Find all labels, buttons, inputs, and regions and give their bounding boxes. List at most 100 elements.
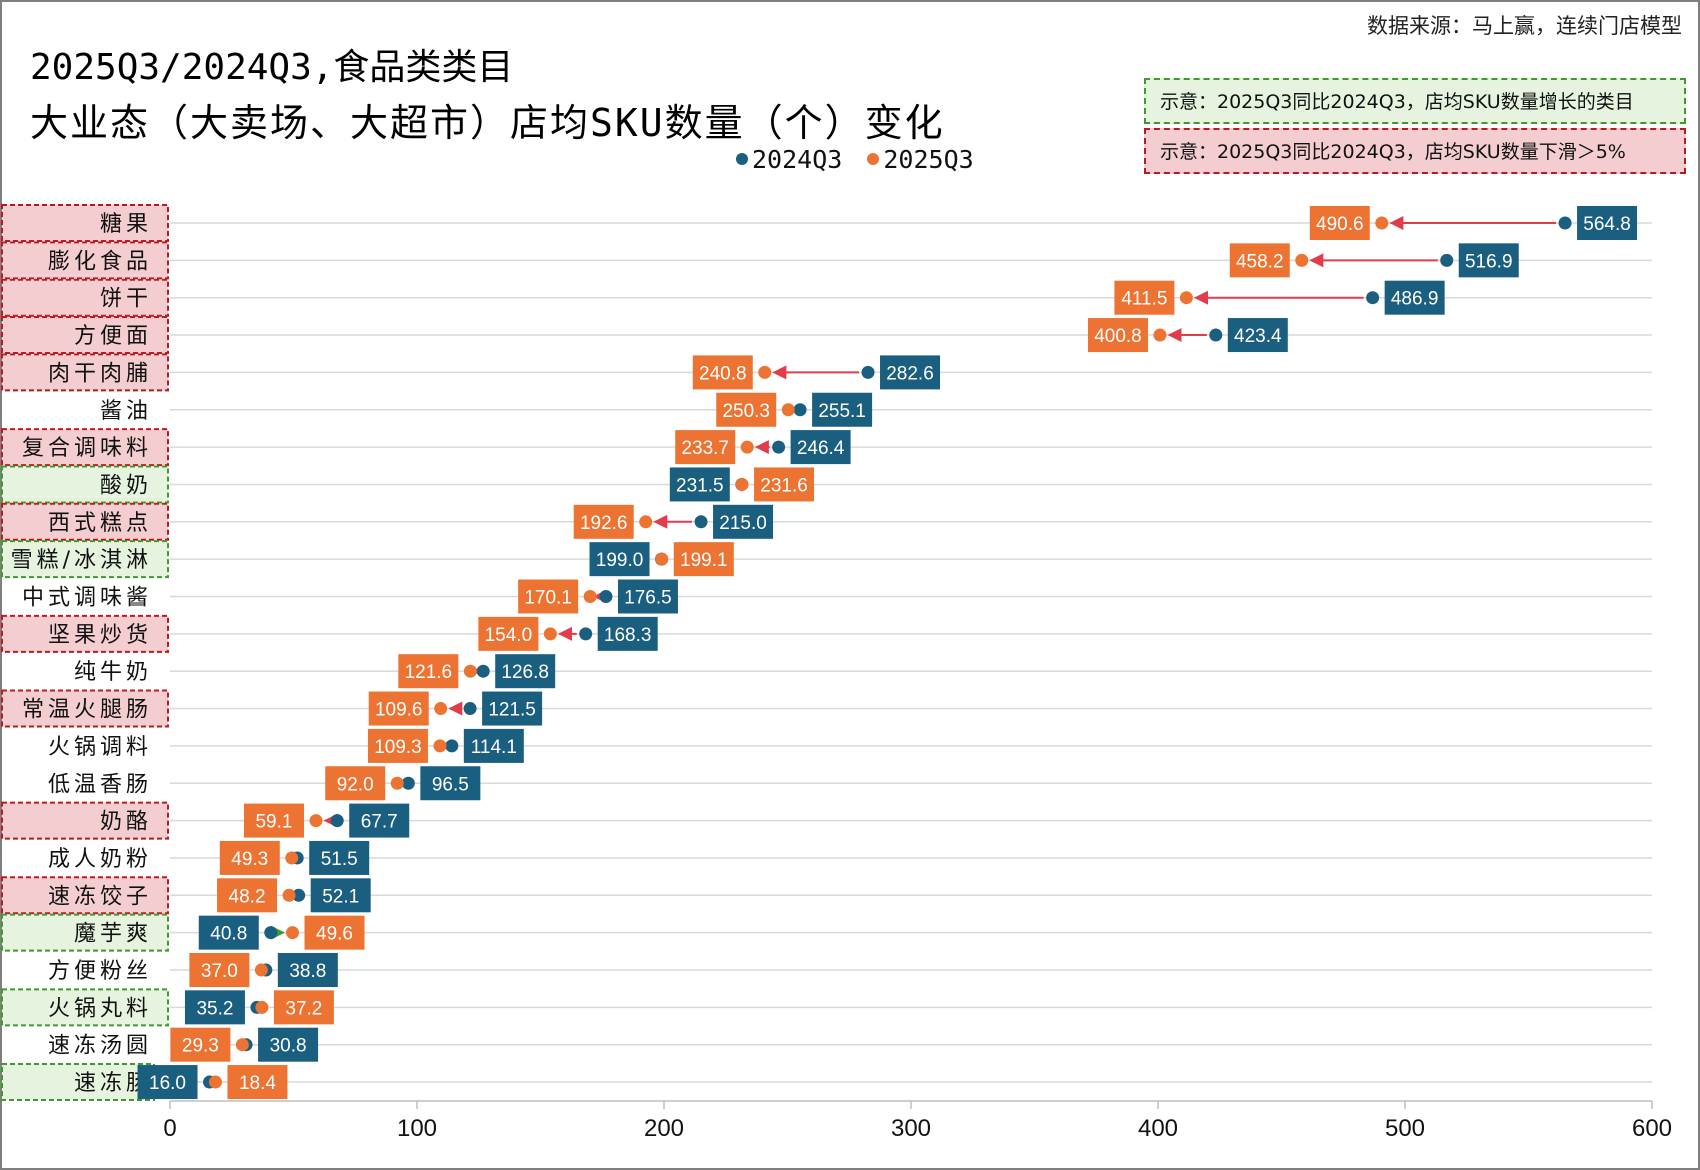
category-highlight-grow	[1, 1063, 155, 1102]
x-tick-label: 100	[397, 1115, 437, 1142]
category-highlight-drop	[1, 241, 169, 280]
dot-2024	[793, 403, 807, 417]
dot-2024	[579, 627, 593, 641]
label-box-2024	[463, 728, 524, 763]
legend: 2024Q3 2025Q3	[736, 145, 984, 174]
category-label: 低温香肠	[48, 772, 152, 797]
label-2024: 30.8	[270, 1036, 307, 1057]
category-label: 成人奶粉	[48, 847, 152, 872]
label-2025: 490.6	[1316, 214, 1364, 235]
label-2025: 48.2	[229, 886, 266, 907]
label-2024: 114.1	[471, 737, 517, 758]
dot-2024	[330, 814, 344, 828]
dot-2025	[543, 627, 557, 641]
category-label: 火锅丸料	[48, 996, 152, 1021]
label-2025: 400.8	[1094, 326, 1142, 347]
dot-2025	[208, 1075, 222, 1089]
x-tick-label: 0	[163, 1115, 176, 1142]
label-2024: 176.5	[624, 588, 672, 609]
legend-item-2025: 2025Q3	[867, 145, 974, 174]
label-box-2025	[673, 542, 734, 577]
label-box-2025	[1114, 280, 1175, 315]
label-2025: 109.6	[375, 700, 423, 721]
category-label: 膨化食品	[48, 249, 152, 274]
category-label: 速冻汤圆	[48, 1034, 152, 1059]
legend-label-2024: 2024Q3	[752, 145, 843, 174]
category-label: 常温火腿肠	[22, 698, 152, 723]
dot-2024	[1440, 253, 1454, 267]
dot-2024	[292, 888, 306, 902]
label-box-2024	[309, 840, 370, 875]
label-2024: 246.4	[797, 438, 845, 459]
category-label: 雪糕/冰淇淋	[11, 548, 152, 573]
label-2024: 121.5	[488, 700, 536, 721]
label-2024: 564.8	[1583, 214, 1631, 235]
label-box-2024	[1458, 243, 1519, 278]
legend-dot-2024	[736, 153, 748, 165]
dot-2024	[264, 926, 278, 940]
category-highlight-grow	[1, 913, 169, 952]
label-box-2025	[754, 467, 815, 502]
dot-2025	[583, 590, 597, 603]
category-highlight-drop	[1, 502, 169, 541]
category-highlight-drop	[1, 876, 169, 915]
dot-2025	[433, 739, 447, 753]
x-tick-label: 200	[644, 1115, 684, 1142]
label-box-2024	[617, 579, 678, 614]
grid-lines	[170, 222, 1652, 1083]
label-box-2024	[482, 691, 543, 726]
label-box-2025	[367, 728, 428, 763]
dot-2025	[285, 851, 299, 865]
label-2024: 67.7	[361, 812, 398, 833]
dot-2025	[1295, 253, 1309, 267]
label-2025: 29.3	[182, 1036, 219, 1057]
category-label: 魔芋爽	[74, 922, 152, 947]
category-highlight-grow	[1, 465, 169, 504]
label-box-2025	[217, 878, 278, 913]
data-source: 数据来源：马上赢，连续门店模型	[1367, 14, 1682, 38]
label-box-2025	[368, 691, 429, 726]
chart-title-line1: 2025Q3/2024Q3,食品类类目	[30, 47, 514, 88]
category-label: 方便面	[74, 324, 152, 349]
label-2024: 38.8	[289, 961, 326, 982]
category-highlight-drop	[1, 428, 169, 467]
label-box-2024	[1227, 318, 1288, 353]
label-box-2025	[398, 654, 459, 689]
label-2024: 52.1	[322, 886, 359, 907]
label-2025: 458.2	[1236, 251, 1284, 272]
label-2025: 231.6	[760, 475, 808, 496]
category-label: 复合调味料	[22, 436, 152, 461]
label-2025: 192.6	[580, 513, 628, 534]
legend-label-2025: 2025Q3	[883, 145, 974, 174]
label-box-2025	[692, 355, 753, 390]
label-2024: 282.6	[886, 363, 934, 384]
label-2024: 215.0	[719, 513, 767, 534]
category-labels: 糖果膨化食品饼干方便面肉干肉脯酱油复合调味料酸奶西式糕点雪糕/冰淇淋中式调味酱坚…	[1, 204, 169, 1102]
category-label: 纯牛奶	[74, 660, 152, 685]
label-box-2025	[325, 766, 386, 801]
dot-2025	[781, 403, 795, 417]
label-box-2024	[277, 953, 338, 987]
label-box-2024	[597, 616, 658, 651]
dot-2025	[235, 1038, 249, 1052]
category-label: 肉干肉脯	[48, 361, 152, 386]
dot-2025	[639, 515, 653, 529]
category-label: 方便粉丝	[48, 959, 152, 984]
dot-2025	[1375, 216, 1389, 230]
dot-2025	[758, 365, 772, 379]
label-box-2025	[219, 840, 280, 875]
dot-2024	[476, 664, 490, 678]
dot-2025	[463, 664, 477, 678]
category-highlight-grow	[1, 540, 169, 579]
label-2025: 250.3	[722, 401, 770, 422]
dot-2025	[735, 477, 749, 491]
label-2024: 40.8	[210, 924, 247, 945]
label-box-2024	[420, 766, 481, 801]
label-box-2024	[349, 803, 410, 838]
label-2025: 240.8	[699, 363, 747, 384]
category-label: 中式调味酱	[22, 586, 152, 611]
label-2025: 121.6	[405, 662, 453, 683]
dot-2024	[599, 590, 613, 603]
dot-2025	[309, 814, 323, 828]
